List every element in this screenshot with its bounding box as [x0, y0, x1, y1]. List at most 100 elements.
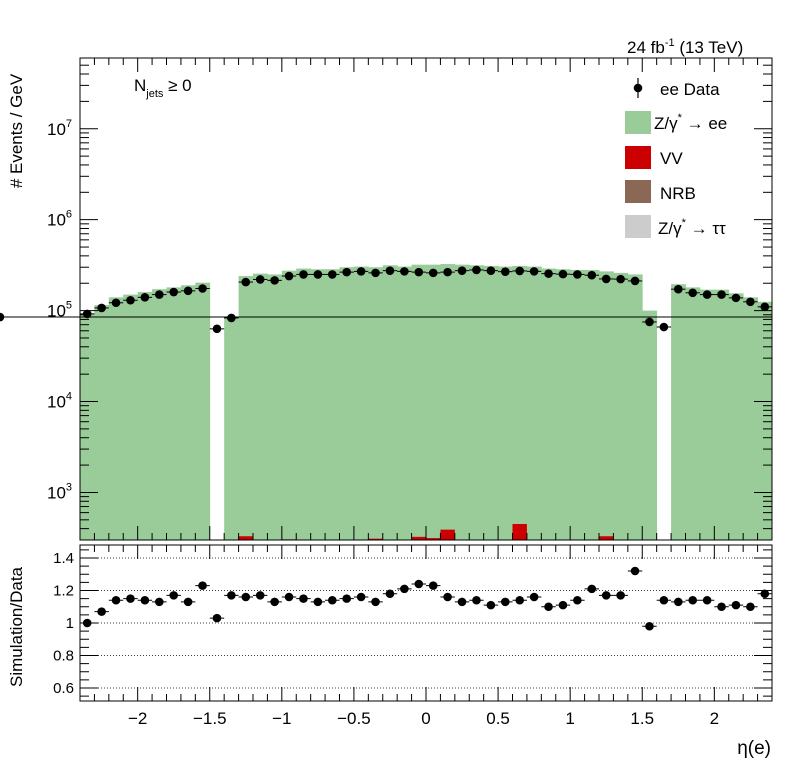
zee-bar [281, 270, 297, 540]
x-tick-label: −1.5 [193, 709, 227, 728]
ratio-point [154, 597, 164, 607]
zee-bar [339, 267, 355, 540]
zee-bar [743, 297, 758, 540]
zee-bar [483, 265, 499, 540]
data-point [385, 266, 395, 275]
vv-bar [440, 529, 455, 540]
ratio-point [760, 589, 770, 599]
zee-bar [325, 269, 340, 540]
data-point [472, 265, 481, 275]
vv-bar [368, 538, 383, 540]
legend-swatch-vv [625, 146, 651, 169]
data-point [760, 302, 770, 312]
data-point [717, 290, 726, 299]
data-point [457, 266, 467, 275]
zee-bar [166, 287, 182, 540]
y-tick-label: 104 [47, 391, 72, 412]
zee-bar [108, 297, 124, 540]
zee-bar [584, 269, 600, 540]
data-points [0, 265, 772, 334]
zee-bar [267, 274, 283, 540]
zee-bar [238, 276, 254, 540]
data-point [198, 284, 207, 293]
ratio-point [371, 597, 380, 607]
zee-bar [613, 272, 629, 540]
data-point [500, 267, 510, 276]
ratio-point [255, 591, 265, 600]
zee-bar [253, 273, 268, 540]
ratio-point [82, 618, 92, 628]
legend-data-marker [633, 83, 643, 93]
ratio-point [126, 594, 135, 603]
data-point [0, 312, 5, 322]
data-point [544, 269, 553, 278]
data-point [227, 313, 236, 323]
ratio-point [630, 566, 640, 576]
ratio-point [587, 584, 597, 594]
data-point [428, 268, 438, 278]
njets-annotation: Njets ≥ 0 [134, 76, 192, 100]
data-point [313, 270, 323, 279]
ratio-point [472, 595, 481, 605]
data-point [241, 277, 251, 287]
stack-histogram [80, 264, 773, 540]
ratio-point [400, 584, 409, 594]
ratio-point [111, 595, 121, 605]
data-point [414, 267, 424, 277]
zee-bar [570, 269, 585, 540]
ratio-point [746, 602, 755, 612]
data-point [486, 266, 496, 275]
ratio-gridlines [80, 557, 772, 689]
ratio-point [443, 592, 452, 602]
vv-bar [411, 536, 426, 540]
x-tick-label: −2 [128, 709, 147, 728]
data-point [616, 274, 625, 284]
x-tick-label: 0 [421, 709, 430, 728]
ratio-y-axis-label: Simulation/Data [7, 566, 26, 687]
ratio-y-tick-label: 1.4 [53, 550, 74, 567]
ratio-point [97, 607, 106, 616]
ratio-point [558, 600, 568, 610]
legend-entry-zee: Z/γ* → ee [625, 111, 727, 134]
ratio-point [241, 592, 251, 602]
zee-bar [137, 292, 153, 540]
zee-bar [526, 266, 542, 540]
main-axes: 103 104 105 106 107 [47, 57, 773, 541]
ratio-point [342, 594, 352, 603]
ratio-point [702, 595, 712, 605]
vv-bar [599, 536, 614, 540]
y-tick-label: 105 [47, 300, 72, 321]
legend-swatch-zee [625, 111, 651, 134]
legend-label-ztt: Z/γ* → ττ [658, 217, 726, 238]
zee-bar [94, 305, 110, 540]
data-point [82, 309, 92, 319]
ratio-point [645, 621, 654, 631]
ratio-point [327, 595, 337, 605]
zee-bar [353, 266, 369, 540]
data-point [212, 324, 222, 334]
data-point [587, 270, 597, 280]
zee-bar [411, 264, 427, 540]
ratio-point [457, 597, 467, 607]
x-tick-label: 0.5 [486, 709, 510, 728]
zee-bar [426, 264, 441, 540]
data-point [443, 267, 452, 277]
zee-bar [180, 285, 196, 540]
zee-bar [454, 264, 470, 540]
zee-bar [152, 289, 167, 540]
legend-entry-ztt: Z/γ* → ττ [625, 215, 726, 238]
zee-bar [555, 269, 571, 540]
data-point [255, 275, 265, 284]
zee-bar [469, 265, 485, 540]
ratio-y-tick-label: 1 [66, 615, 74, 632]
legend-label-nrb: NRB [660, 184, 696, 203]
zee-bar [296, 268, 312, 540]
data-point [140, 293, 150, 302]
ratio-point [731, 600, 741, 610]
zee-bar [224, 317, 239, 540]
zee-bar [368, 267, 384, 540]
zee-bar [498, 266, 513, 540]
zee-bar [123, 294, 139, 540]
ratio-point [573, 595, 582, 605]
